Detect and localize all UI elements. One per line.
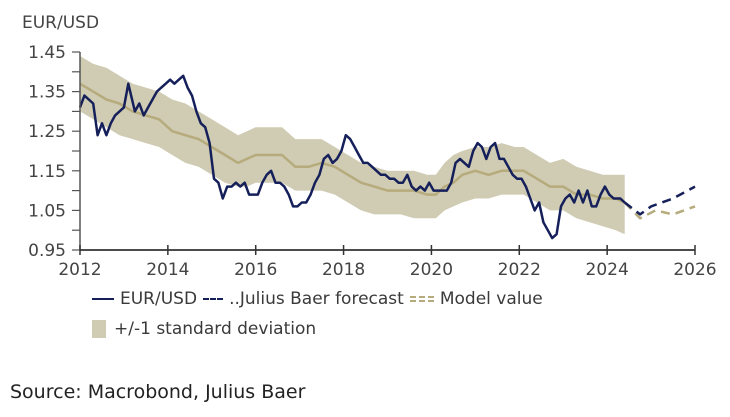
- legend-swatch-model: [409, 296, 434, 302]
- x-tick-label: 2014: [146, 260, 189, 280]
- legend-label: +/-1 standard deviation: [114, 319, 317, 339]
- legend-swatch-band: [92, 320, 106, 338]
- legend-swatch-dashed: [203, 298, 224, 300]
- legend-item-band: +/-1 standard deviation: [92, 314, 316, 344]
- x-tick-label: 2022: [498, 260, 541, 280]
- y-tick-label: 0.95: [28, 241, 66, 261]
- std-dev-band: [80, 56, 625, 235]
- legend-item-model: Model value: [409, 284, 543, 314]
- y-tick-label: 1.15: [28, 162, 66, 182]
- source-note: Source: Macrobond, Julius Baer: [10, 381, 306, 403]
- series-layer: [78, 74, 696, 240]
- x-tick-label: 2026: [673, 260, 716, 280]
- series-julius-baer-forecast: [623, 185, 696, 216]
- y-tick-label: 1.45: [28, 43, 66, 63]
- unit-label: EUR/USD: [22, 13, 99, 33]
- y-tick-label: 1.25: [28, 122, 66, 142]
- legend-item-eurusd: EUR/USD: [92, 284, 197, 314]
- legend: EUR/USD ..Julius Baer forecast Model val…: [92, 284, 549, 344]
- std-dev-band-layer: [80, 56, 625, 235]
- series-eur-usd: [78, 74, 626, 240]
- legend-label: Model value: [439, 289, 543, 309]
- legend-swatch-solid: [92, 298, 114, 300]
- x-tick-label: 2012: [58, 260, 101, 280]
- axes: 0.95 1.05 1.15 1.25 1.35 1.45 2012 2014 2016 2018…: [28, 43, 716, 280]
- legend-item-forecast: ..Julius Baer forecast: [203, 284, 404, 314]
- x-tick-label: 2020: [410, 260, 453, 280]
- y-tick-label: 1.35: [28, 83, 66, 103]
- x-tick-label: 2018: [322, 260, 365, 280]
- y-tick-label: 1.05: [28, 201, 66, 221]
- legend-label: ..Julius Baer forecast: [229, 289, 404, 309]
- x-tick-label: 2024: [586, 260, 629, 280]
- legend-label: EUR/USD: [120, 289, 198, 309]
- series-model-value-forecast: [623, 201, 696, 220]
- x-tick-label: 2016: [234, 260, 277, 280]
- series-model-value: [79, 82, 626, 204]
